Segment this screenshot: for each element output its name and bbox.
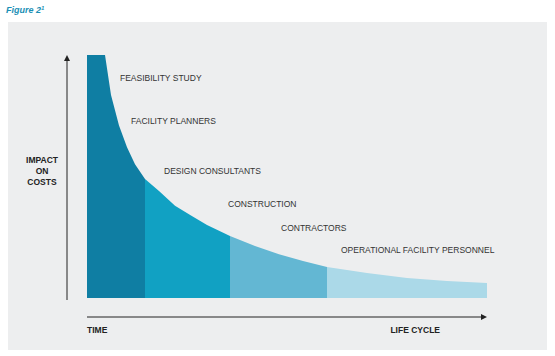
x-axis — [87, 317, 484, 318]
area-segment — [230, 236, 327, 298]
panel — [8, 22, 547, 350]
title: Figure 21 — [6, 5, 45, 15]
x-axis-arrow — [481, 314, 487, 320]
annotation: FEASIBILITY STUDY — [120, 73, 202, 83]
y-axis-arrow — [64, 55, 70, 61]
annotation: DESIGN CONSULTANTS — [164, 166, 261, 176]
page: {"chart_data": { "type": "area", "title"… — [0, 0, 555, 356]
y-label-line: COSTS — [27, 177, 57, 187]
title-text: Figure 2 — [6, 5, 41, 15]
plot-area — [87, 55, 487, 298]
annotation: CONTRACTORS — [281, 223, 347, 233]
y-axis — [67, 59, 68, 300]
area-segment — [145, 179, 230, 298]
y-label-line: IMPACT — [26, 155, 59, 165]
annotation: FACILITY PLANNERS — [131, 116, 216, 126]
x-label-end: LIFE CYCLE — [390, 325, 440, 335]
y-label-line: ON — [36, 166, 49, 176]
title-note: 1 — [41, 5, 45, 11]
area-segment — [87, 55, 145, 298]
y-label: IMPACTONCOSTS — [26, 155, 59, 187]
x-label: TIME — [87, 325, 108, 335]
annotation: CONSTRUCTION — [228, 199, 296, 209]
area-segment — [327, 267, 487, 298]
chart: Figure 21 IMPACTONCOSTS TIME LIFE CYCLE FEAS… — [0, 0, 555, 356]
annotation: OPERATIONAL FACILITY PERSONNEL — [341, 245, 495, 255]
